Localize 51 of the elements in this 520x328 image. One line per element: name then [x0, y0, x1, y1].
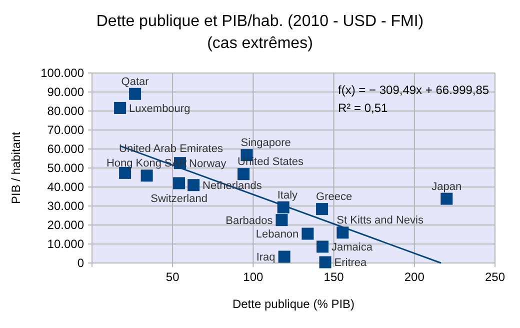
y-tick-label: 70.000: [47, 123, 84, 138]
annotation: Japan: [432, 180, 462, 193]
annotation: Jamaica: [332, 242, 374, 254]
annotation: Qatar: [121, 76, 150, 88]
point: [319, 256, 332, 268]
annotation: Luxembourg: [129, 102, 190, 115]
annotation: Italy: [277, 189, 298, 202]
x-axis-title: Dette publique (% PIB): [232, 297, 355, 311]
annotation: St Kitts and Nevis: [336, 214, 424, 227]
x-tick-label: 100: [243, 270, 264, 284]
annotation: f(x) = − 309,49x + 66.999,85: [338, 83, 490, 97]
x-tick-label: 250: [484, 270, 506, 284]
point: [278, 250, 290, 263]
annotation: Eritrea: [334, 257, 368, 270]
chart-subtitle: (cas extrêmes): [207, 35, 313, 52]
chart-title: Dette publique et PIB/hab. (2010 - USD - FMI): [96, 13, 424, 30]
point: [316, 240, 329, 253]
point: [129, 88, 142, 100]
y-tick-label: 40.000: [47, 180, 84, 194]
y-axis-title: PIB / habitant: [9, 131, 23, 204]
annotation: United States: [238, 156, 304, 168]
point: [302, 228, 314, 240]
y-tick-label: 30.000: [47, 199, 84, 214]
y-tick-label: 100.000: [40, 66, 84, 80]
point: [276, 214, 288, 226]
annotation: Switzerland: [150, 193, 208, 206]
y-tick-label: 10.000: [47, 237, 84, 252]
y-tick-label: 60.000: [47, 142, 84, 156]
annotation: Iraq: [256, 252, 276, 264]
point: [140, 170, 153, 182]
point: [336, 226, 349, 239]
annotation: Norway: [189, 158, 227, 170]
y-tick-label: 0: [77, 256, 84, 270]
annotation: Barbados: [226, 215, 274, 228]
point: [238, 168, 250, 180]
y-tick-label: 20.000: [47, 218, 84, 232]
x-tick-label: 200: [404, 270, 425, 284]
y-tick-label: 50.000: [47, 161, 84, 176]
point: [440, 192, 453, 205]
x-tick-label: 50: [166, 270, 180, 284]
annotation: R² = 0,51: [338, 101, 388, 115]
annotation: Lebanon: [256, 228, 299, 241]
y-tick-label: 80.000: [47, 104, 84, 118]
point: [316, 203, 328, 216]
point: [188, 179, 200, 192]
point: [173, 177, 186, 190]
annotation: Greece: [316, 191, 352, 204]
annotation: Singapore: [240, 137, 291, 150]
y-tick-label: 90.000: [47, 85, 84, 100]
x-tick-label: 150: [324, 270, 344, 284]
point: [114, 102, 126, 114]
